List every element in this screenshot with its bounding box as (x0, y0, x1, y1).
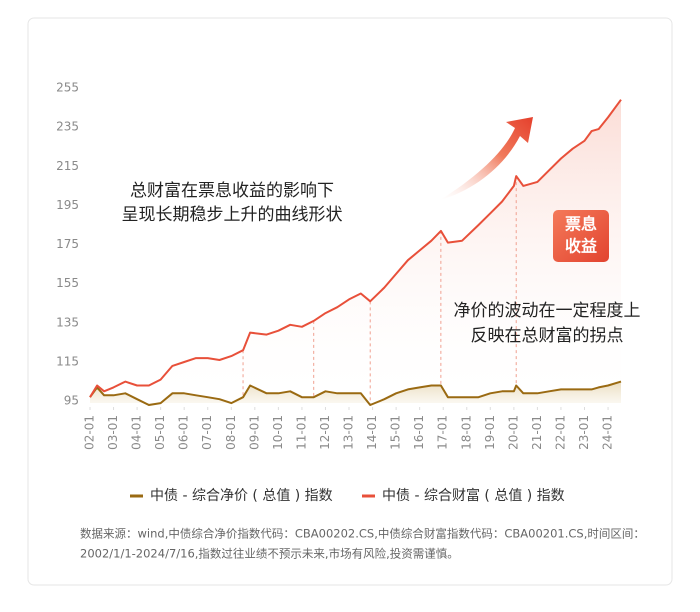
x-tick-label: 19-01 (483, 415, 497, 450)
x-tick-label: 24-01 (601, 415, 615, 450)
x-tick-label: 03-01 (106, 415, 120, 450)
x-tick-label: 02-01 (83, 415, 97, 450)
y-tick-label: 135 (56, 315, 79, 329)
x-tick-label: 07-01 (200, 415, 214, 450)
footnote: 2002/1/1-2024/7/16,指数过往业绩不预示未来,市场有风险,投资需… (80, 547, 459, 561)
badge (553, 210, 609, 262)
x-tick-label: 13-01 (342, 415, 356, 450)
x-tick-label: 10-01 (271, 415, 285, 450)
y-tick-label: 235 (56, 120, 79, 134)
x-tick-label: 11-01 (294, 415, 308, 450)
wealth-area (90, 99, 621, 407)
arrow (440, 117, 533, 200)
annotation: 呈现长期稳步上升的曲线形状 (122, 205, 343, 225)
x-tick-label: 06-01 (177, 415, 191, 450)
y-tick-label: 95 (64, 394, 79, 408)
y-tick-label: 215 (56, 159, 79, 173)
x-tick-label: 20-01 (506, 415, 520, 450)
x-tick-label: 23-01 (577, 415, 591, 450)
y-tick-label: 155 (56, 276, 79, 290)
annotation: 收益 (565, 237, 597, 256)
annotation: 票息 (565, 215, 597, 234)
y-tick-label: 195 (56, 198, 79, 212)
y-tick-label: 115 (56, 354, 79, 368)
series-line (89, 99, 622, 398)
y-tick-label: 255 (56, 81, 79, 95)
x-tick-label: 16-01 (412, 415, 426, 450)
x-tick-label: 08-01 (224, 415, 238, 450)
legend-label: 中债 - 综合净价 ( 总值 ) 指数 (150, 488, 333, 504)
annotation: 净价的波动在一定程度上 (454, 301, 641, 321)
annotation: 反映在总财富的拐点 (471, 326, 624, 346)
x-tick-label: 18-01 (459, 415, 473, 450)
legend-label: 中债 - 综合财富 ( 总值 ) 指数 (382, 487, 565, 504)
y-tick-label: 175 (56, 237, 79, 251)
x-tick-label: 04-01 (130, 415, 144, 450)
x-tick-label: 09-01 (247, 415, 261, 450)
footnote: 数据来源：wind,中债综合净价指数代码：CBA00202.CS,中债综合财富指… (80, 527, 645, 541)
x-tick-label: 22-01 (553, 415, 567, 450)
x-tick-label: 21-01 (530, 415, 544, 450)
x-tick-label: 14-01 (365, 415, 379, 450)
series-line (89, 380, 622, 406)
x-tick-label: 15-01 (389, 415, 403, 450)
x-tick-label: 05-01 (153, 415, 167, 450)
x-tick-label: 12-01 (318, 415, 332, 450)
x-tick-label: 17-01 (436, 415, 450, 450)
annotation: 总财富在票息收益的影响下 (130, 181, 334, 201)
